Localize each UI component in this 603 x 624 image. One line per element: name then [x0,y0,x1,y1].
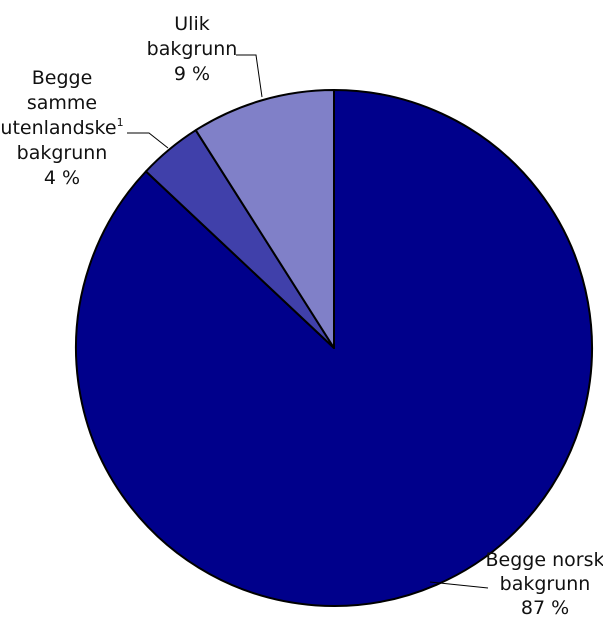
slice-label-line-begge-norsk-bakgrunn-0: Begge norsk [486,549,603,571]
slice-value-label-begge-samme-utenlandske-bakgrunn: 4 % [44,167,80,189]
slice-label-line-begge-norsk-bakgrunn-1: bakgrunn [500,573,591,595]
slice-label-line-begge-samme-utenlandske-bakgrunn-0: Begge [32,67,93,89]
leader-line-ulik-bakgrunn [236,54,263,98]
pie-slice-ulik-bakgrunn [194,89,335,349]
slice-label-line-begge-samme-utenlandske-bakgrunn-2: utenlandske1 [0,116,123,139]
slice-value-label-begge-norsk-bakgrunn: 87 % [521,597,569,619]
leader-lines-layer [127,54,489,589]
leader-line-begge-samme-utenlandske-bakgrunn [127,132,169,149]
slice-label-line-begge-samme-utenlandske-bakgrunn-1: samme [27,92,97,114]
leader-line-begge-norsk-bakgrunn [429,581,489,589]
slices-layer [75,89,593,607]
slice-label-line-begge-samme-utenlandske-bakgrunn-3: bakgrunn [17,142,108,164]
slice-label-line-ulik-bakgrunn-1: bakgrunn [147,38,238,60]
slice-value-label-ulik-bakgrunn: 9 % [174,63,210,85]
footnote-superscript: 1 [117,116,124,129]
slice-label-line-ulik-bakgrunn-0: Ulik [174,13,209,35]
